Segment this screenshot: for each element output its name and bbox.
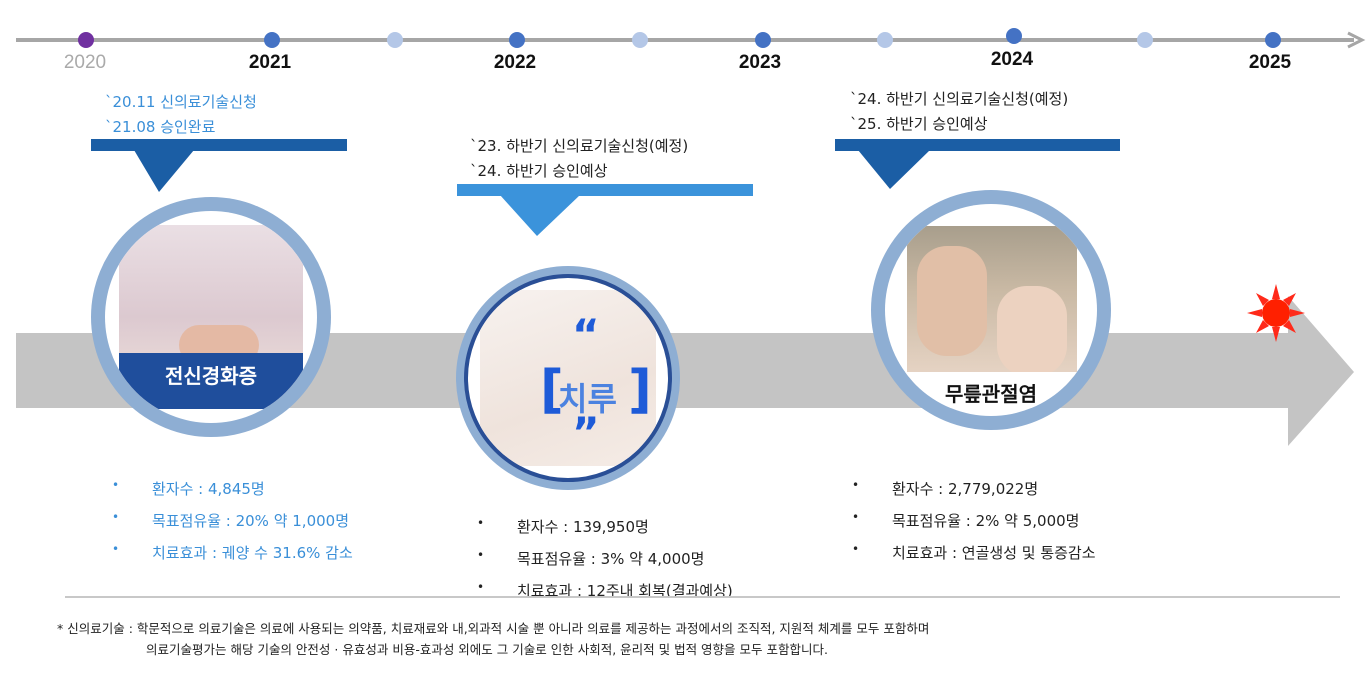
milestone-1-stats: 환자수 : 4,845명 목표점유율 : 20% 약 1,000명 치료효과 :… [112, 478, 353, 574]
milestone-3-bar [835, 139, 1120, 151]
timeline-dot-half [632, 32, 648, 48]
disease-image-anal-fistula: “ [ ] 치루 ” [456, 266, 680, 490]
milestone-1-note: `20.11 신의료기술신청 `21.08 승인완료 [105, 93, 257, 136]
sun-icon [1247, 284, 1305, 342]
stat-item: 목표점유율 : 3% 약 4,000명 [477, 548, 733, 580]
disease-caption: 무릎관절염 [945, 382, 1037, 406]
disease-image-scleroderma: 전신경화증 [91, 197, 331, 437]
year-label: 2022 [493, 52, 537, 73]
quote-close: ” [572, 408, 600, 457]
year-label: 2020 [63, 52, 107, 73]
stat-item: 치료효과 : 연골생성 및 통증감소 [852, 542, 1096, 574]
milestone-2-pointer-icon [500, 195, 580, 236]
milestone-3-stats: 환자수 : 2,779,022명 목표점유율 : 2% 약 5,000명 치료효… [852, 478, 1096, 574]
stat-item: 환자수 : 2,779,022명 [852, 478, 1096, 510]
disease-caption: 치루 [558, 380, 617, 418]
year-label: 2023 [738, 52, 782, 73]
year-label: 2025 [1248, 52, 1292, 73]
timeline-dot-2024 [1006, 28, 1022, 44]
quote-open: “ [572, 310, 600, 359]
timeline-dot-2021 [264, 32, 280, 48]
timeline-dot-2022 [509, 32, 525, 48]
disease-image-knee-arthritis: 무릎관절염 [871, 190, 1111, 430]
milestone-1-pointer-icon [134, 150, 194, 192]
milestone-2-stats: 환자수 : 139,950명 목표점유율 : 3% 약 4,000명 치료효과 … [477, 516, 733, 612]
stat-item: 목표점유율 : 20% 약 1,000명 [112, 510, 353, 542]
footnote-line-2: 의료기술평가는 해당 기술의 안전성 · 유효성과 비용-효과성 외에도 그 기… [146, 642, 828, 657]
disease-caption: 전신경화증 [165, 364, 257, 388]
milestone-3-note: `24. 하반기 신의료기술신청(예정) `25. 하반기 승인예상 [850, 90, 1069, 133]
year-label: 2021 [248, 52, 292, 73]
stat-item: 환자수 : 4,845명 [112, 478, 353, 510]
timeline-dot-half [877, 32, 893, 48]
milestone-2-note: `23. 하반기 신의료기술신청(예정) `24. 하반기 승인예상 [470, 137, 689, 180]
stat-item: 환자수 : 139,950명 [477, 516, 733, 548]
stat-item: 치료효과 : 12주내 회복(결과예상) [477, 580, 733, 612]
stat-item: 목표점유율 : 2% 약 5,000명 [852, 510, 1096, 542]
milestone-2-bar [457, 184, 753, 196]
stat-item: 치료효과 : 궤양 수 31.6% 감소 [112, 542, 353, 574]
milestone-1-bar [91, 139, 347, 151]
divider [65, 596, 1340, 598]
timeline-dot-2023 [755, 32, 771, 48]
timeline-dot-2020 [78, 32, 94, 48]
footnote-line-1: * 신의료기술 : 학문적으로 의료기술은 의료에 사용되는 의약품, 치료재료… [57, 621, 930, 636]
timeline-line [16, 38, 1354, 42]
year-label: 2024 [990, 49, 1034, 70]
milestone-3-pointer-icon [858, 150, 930, 189]
timeline-arrowhead-icon [1347, 31, 1366, 49]
timeline-dot-2025 [1265, 32, 1281, 48]
timeline-dot-half [387, 32, 403, 48]
timeline-dot-half [1137, 32, 1153, 48]
